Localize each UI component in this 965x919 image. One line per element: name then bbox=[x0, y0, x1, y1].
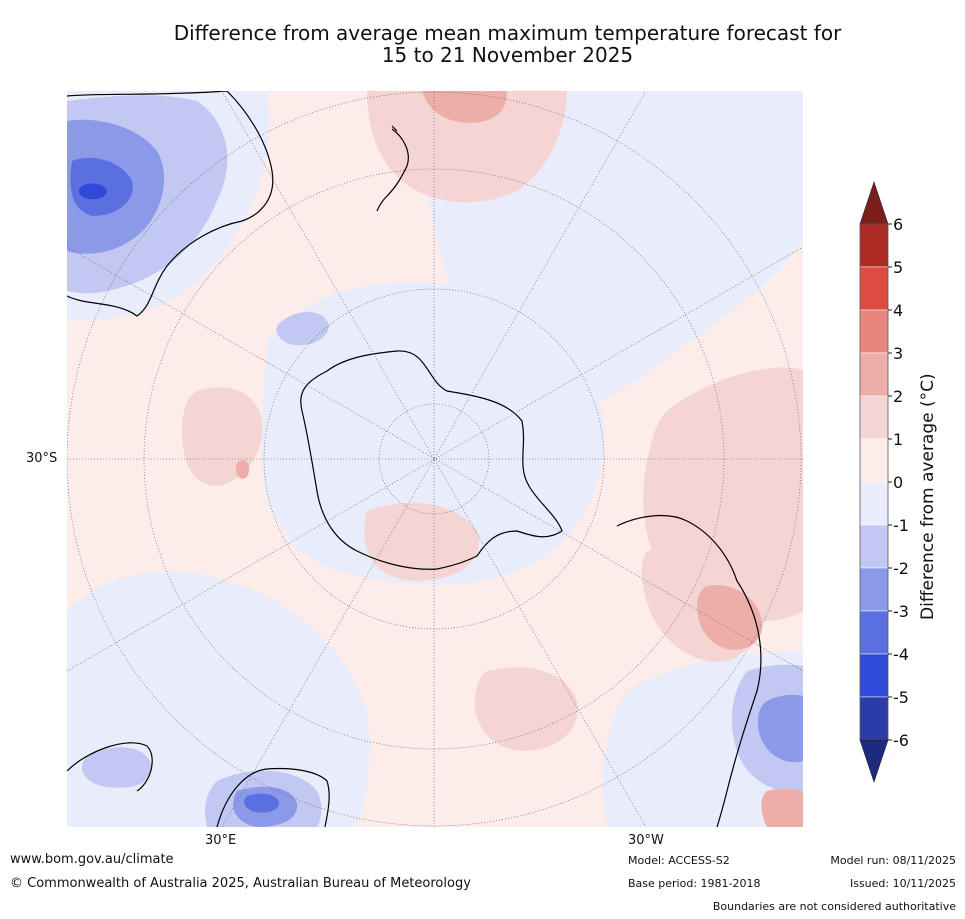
warm-core-south-america bbox=[697, 585, 763, 650]
warm-core-pacific-edge bbox=[761, 788, 803, 827]
colorbar-band bbox=[859, 395, 889, 440]
colorbar-band bbox=[859, 438, 889, 483]
footer-website[interactable]: www.bom.gov.au/climate bbox=[10, 852, 174, 867]
colorbar-band bbox=[859, 352, 889, 397]
colorbar-tick-label: -1 bbox=[893, 516, 909, 535]
footer-copyright: © Commonwealth of Australia 2025, Austra… bbox=[10, 876, 471, 891]
warm-anomaly-antarctic-east bbox=[364, 502, 479, 581]
cool-anomaly-ocean bbox=[276, 311, 329, 346]
colorbar-extend-min bbox=[859, 739, 889, 783]
coastlines bbox=[67, 91, 762, 827]
cool-anomaly-southwest-coast bbox=[82, 747, 152, 788]
colorbar-tick-label: 0 bbox=[893, 473, 903, 492]
footer-disclaimer: Boundaries are not considered authoritat… bbox=[712, 900, 956, 913]
colorbar-tick-label: 4 bbox=[893, 301, 903, 320]
australia-coast bbox=[67, 91, 274, 317]
colorbar-band bbox=[859, 309, 889, 354]
warm-anomaly-pacific bbox=[474, 667, 578, 751]
colorbar-band bbox=[859, 610, 889, 655]
new-zealand-coast bbox=[376, 125, 409, 212]
meridian-150 bbox=[221, 91, 647, 827]
longitude-label-30e: 30°E bbox=[205, 833, 237, 848]
south-america-coast bbox=[616, 515, 762, 827]
colorbar-band bbox=[859, 266, 889, 311]
chart-title: Difference from average mean maximum tem… bbox=[0, 22, 965, 66]
colorbar-title: Difference from average (°C) bbox=[918, 373, 938, 620]
colorbar-tick-label: 3 bbox=[893, 344, 903, 363]
antarctica-coast bbox=[300, 350, 563, 570]
title-line-2: 15 to 21 November 2025 bbox=[381, 43, 634, 67]
colorbar-band bbox=[859, 653, 889, 698]
footer-model-run: Model run: 08/11/2025 bbox=[830, 854, 956, 867]
colorbar-band bbox=[859, 567, 889, 612]
meridian-120 bbox=[67, 246, 803, 672]
colorbar-band bbox=[859, 223, 889, 268]
colorbar-tick-label: 1 bbox=[893, 430, 903, 449]
warm-core-indian bbox=[235, 460, 250, 479]
cool-region-antarctic bbox=[261, 281, 605, 585]
longitude-label-30w: 30°W bbox=[628, 833, 664, 848]
colorbar-tick-label: -6 bbox=[893, 731, 909, 750]
colorbar-tick-label: 2 bbox=[893, 387, 903, 406]
cool-peak-core bbox=[78, 183, 107, 200]
colorbar-tick-label: -2 bbox=[893, 559, 909, 578]
colorbar-band bbox=[859, 696, 889, 741]
colorbar-tick-label: -5 bbox=[893, 688, 909, 707]
cool-core-south-america bbox=[757, 694, 803, 763]
colorbar-extend-max bbox=[859, 181, 889, 225]
footer-model: Model: ACCESS-S2 bbox=[628, 854, 730, 867]
meridian-60 bbox=[67, 246, 803, 672]
title-line-1: Difference from average mean maximum tem… bbox=[173, 21, 842, 45]
meridian-30 bbox=[221, 91, 647, 827]
footer-base-period: Base period: 1981-2018 bbox=[628, 877, 761, 890]
colorbar-tick-label: -3 bbox=[893, 602, 909, 621]
colorbar-tick-label: -4 bbox=[893, 645, 909, 664]
footer-issued: Issued: 10/11/2025 bbox=[849, 877, 956, 890]
colorbar: 6 5 4 3 2 1 0 -1 -2 -3 -4 -5 -6 bbox=[859, 181, 909, 783]
cool-peak-south-africa bbox=[244, 793, 279, 813]
africa-coast bbox=[67, 742, 330, 827]
latitude-label-30s: 30°S bbox=[26, 451, 58, 466]
colorbar-band bbox=[859, 524, 889, 569]
polar-temperature-map bbox=[67, 91, 803, 827]
colorbar-band bbox=[859, 481, 889, 526]
warm-anomaly-new-zealand bbox=[367, 91, 567, 203]
graticule bbox=[67, 91, 803, 827]
colorbar-tick-label: 5 bbox=[893, 258, 903, 277]
colorbar-tick-label: 6 bbox=[893, 215, 903, 234]
warm-core-new-zealand bbox=[422, 91, 507, 123]
